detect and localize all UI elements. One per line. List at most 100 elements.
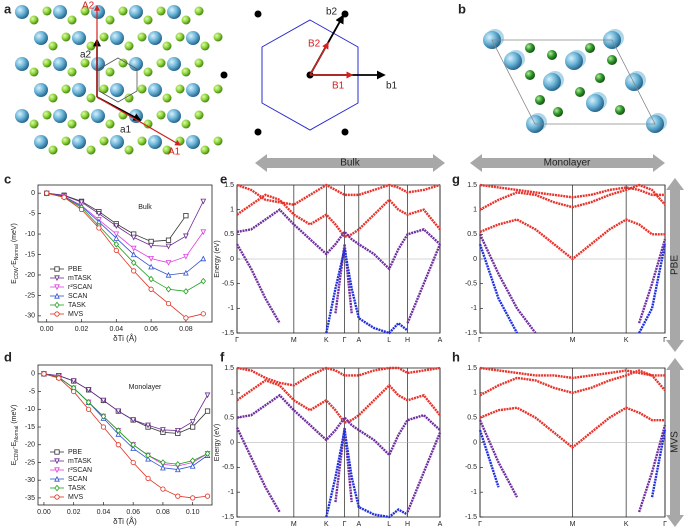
x-tick-label: L [387, 521, 391, 528]
series-line [46, 192, 204, 292]
legend-label: TASK [68, 302, 86, 309]
data-point [160, 459, 166, 466]
atom-se [525, 70, 535, 80]
data-point [183, 269, 189, 276]
data-point [100, 397, 107, 404]
data-point [61, 194, 67, 200]
arrow [666, 178, 684, 352]
x-tick-label: Γ [478, 337, 482, 344]
y-axis-label: ECDW-ENormal (meV) [11, 223, 20, 284]
series-line [325, 248, 409, 335]
atom-se [118, 58, 128, 68]
chart-title: Bulk [138, 204, 152, 211]
y-tick-label: -25 [25, 292, 35, 299]
atom-se [200, 93, 210, 103]
y-tick-label: -30 [25, 477, 35, 484]
data-point [78, 199, 85, 206]
y-tick-label: -1 [471, 489, 477, 496]
x-tick-label: K [324, 337, 329, 344]
atom-se [86, 145, 96, 155]
series-line [478, 419, 667, 513]
atom-ti [148, 83, 162, 97]
x-tick-label: A [356, 521, 361, 528]
x-tick-label: L [387, 337, 391, 344]
panel-label: h [452, 349, 460, 364]
atom-se [181, 119, 191, 129]
data-point [113, 231, 120, 238]
atom-se [162, 93, 172, 103]
data-point [145, 452, 151, 459]
y-tick-label: 0 [473, 256, 477, 263]
atom-se [67, 15, 77, 25]
vector-A1 [96, 96, 182, 146]
series-line [479, 369, 666, 397]
data-point [165, 300, 172, 307]
data-point [204, 392, 211, 399]
label-b2: b2 [326, 7, 338, 18]
data-point [130, 234, 137, 241]
y-axis-label-part: E [11, 279, 18, 284]
atom-se [29, 15, 39, 25]
column-label: Bulk [340, 158, 360, 169]
data-point [204, 408, 211, 414]
y-tick-label: 1 [473, 207, 477, 214]
atom-se [585, 43, 595, 53]
atom-se [42, 110, 52, 120]
atom-ti [129, 57, 143, 71]
atom-se [137, 32, 147, 42]
atom-se [156, 6, 166, 16]
atom-se [162, 41, 172, 51]
atom-ti [34, 135, 48, 149]
series-line [325, 429, 409, 519]
y-tick-label: -0.5 [465, 464, 477, 471]
atom-se [105, 119, 115, 129]
atom-se [213, 136, 223, 146]
data-point [41, 371, 47, 377]
k-point [341, 128, 349, 136]
x-tick-label: 0.08 [179, 326, 193, 333]
atom-se [86, 93, 96, 103]
series-line [479, 218, 665, 261]
atom-se [42, 58, 52, 68]
legend-marker [54, 292, 60, 299]
atom-se [99, 84, 109, 94]
y-tick-label: 1 [473, 390, 477, 397]
atom-se [200, 145, 210, 155]
atom-se [143, 119, 153, 129]
y-tick-label: -1 [228, 305, 234, 312]
atom-ti [34, 83, 48, 97]
legend-label: PBE [68, 266, 82, 273]
y-tick-label: 1.5 [224, 182, 234, 189]
data-point [189, 419, 196, 425]
data-point [85, 387, 92, 393]
atom-ti [91, 57, 105, 71]
panel-label: e [220, 171, 227, 186]
x-tick-label: 0.02 [67, 509, 81, 516]
data-point [130, 251, 137, 258]
atom-ti [186, 135, 200, 149]
y-tick-label: -1 [228, 489, 234, 496]
plot-frame [37, 364, 213, 506]
data-point [190, 495, 196, 501]
atom-se [61, 136, 71, 146]
data-point [71, 388, 77, 395]
x-tick-label: 0.00 [40, 326, 54, 333]
y-tick-label: 0.5 [467, 415, 477, 422]
atom-ti [72, 135, 86, 149]
data-point [44, 190, 50, 196]
lattice-a [15, 5, 223, 155]
atom-ti [110, 31, 124, 45]
data-point [175, 493, 181, 499]
data-point [78, 206, 85, 213]
series-line [43, 373, 208, 434]
y-tick-label: -0.5 [465, 281, 477, 288]
x-tick-label: M [291, 337, 297, 344]
y-tick-label: 1.5 [224, 365, 234, 372]
x-tick-label: Γ [235, 521, 239, 528]
legend-label: r²SCAN [68, 467, 92, 474]
y-tick-label: -15 [25, 424, 35, 431]
atom-se [181, 15, 191, 25]
panel-label: b [458, 1, 466, 16]
y-tick-label: -20 [25, 442, 35, 449]
atom-se [105, 67, 115, 77]
